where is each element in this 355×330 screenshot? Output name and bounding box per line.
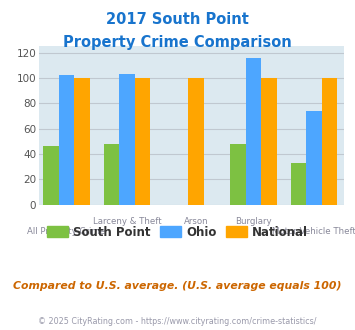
Bar (43, 146, 59, 205)
Text: 2017 South Point: 2017 South Point (106, 12, 249, 26)
Text: Burglary: Burglary (235, 217, 272, 226)
Text: Compared to U.S. average. (U.S. average equals 100): Compared to U.S. average. (U.S. average … (13, 281, 342, 291)
Bar (306, 111, 322, 205)
Text: Larceny & Theft: Larceny & Theft (93, 217, 162, 226)
Bar (246, 58, 261, 205)
Bar (119, 74, 135, 205)
Bar (135, 78, 150, 205)
Text: Property Crime Comparison: Property Crime Comparison (63, 35, 292, 50)
Bar (74, 78, 90, 205)
Bar (261, 78, 277, 205)
Bar (322, 78, 337, 205)
Bar (188, 78, 203, 205)
Bar (104, 144, 119, 205)
Bar (230, 144, 246, 205)
Text: Motor Vehicle Theft: Motor Vehicle Theft (272, 227, 355, 236)
Text: © 2025 CityRating.com - https://www.cityrating.com/crime-statistics/: © 2025 CityRating.com - https://www.city… (38, 317, 317, 326)
Bar (59, 75, 74, 205)
Text: Arson: Arson (184, 217, 208, 226)
Legend: South Point, Ohio, National: South Point, Ohio, National (43, 221, 312, 243)
Text: All Property Crime: All Property Crime (27, 227, 106, 236)
Bar (291, 163, 306, 205)
